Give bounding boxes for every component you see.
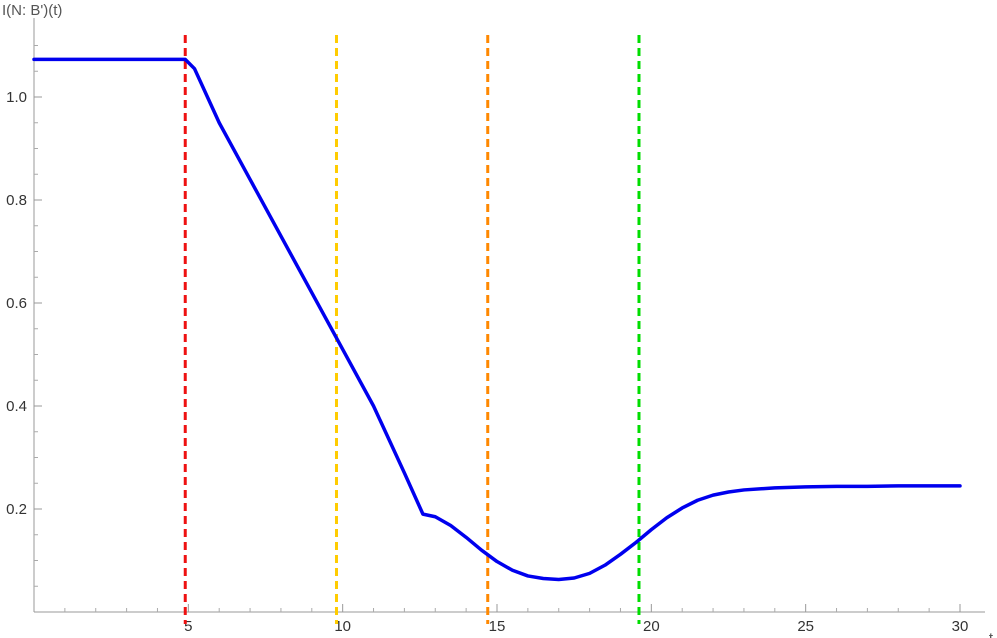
y-tick-label: 0.6 [6, 295, 27, 312]
x-tick-label: 20 [643, 618, 660, 635]
series-line [32, 57, 962, 582]
y-tick-label: 0.8 [6, 192, 27, 209]
x-tick-label: 15 [489, 618, 506, 635]
y-tick-label: 1.0 [6, 89, 27, 106]
x-tick-label: 5 [184, 618, 192, 635]
series-group [32, 57, 962, 582]
vertical-markers [183, 35, 641, 624]
x-ticks: 5 10 15 20 25 30 [184, 604, 968, 635]
x-axis-label: t [989, 630, 994, 638]
y-ticks: 0.2 0.4 0.6 0.8 1.0 [6, 89, 42, 518]
x-tick-label: 30 [952, 618, 969, 635]
x-minor-ticks [64, 608, 930, 612]
y-minor-ticks [34, 45, 38, 587]
y-axis-label: I(N: B')(t) [2, 2, 62, 19]
axes: 5 10 15 20 25 30 0.2 0.4 0.6 0.8 1.0 [6, 18, 985, 635]
y-tick-label: 0.4 [6, 398, 27, 415]
x-tick-label: 25 [797, 618, 814, 635]
x-tick-label: 10 [334, 618, 351, 635]
y-tick-label: 0.2 [6, 501, 27, 518]
